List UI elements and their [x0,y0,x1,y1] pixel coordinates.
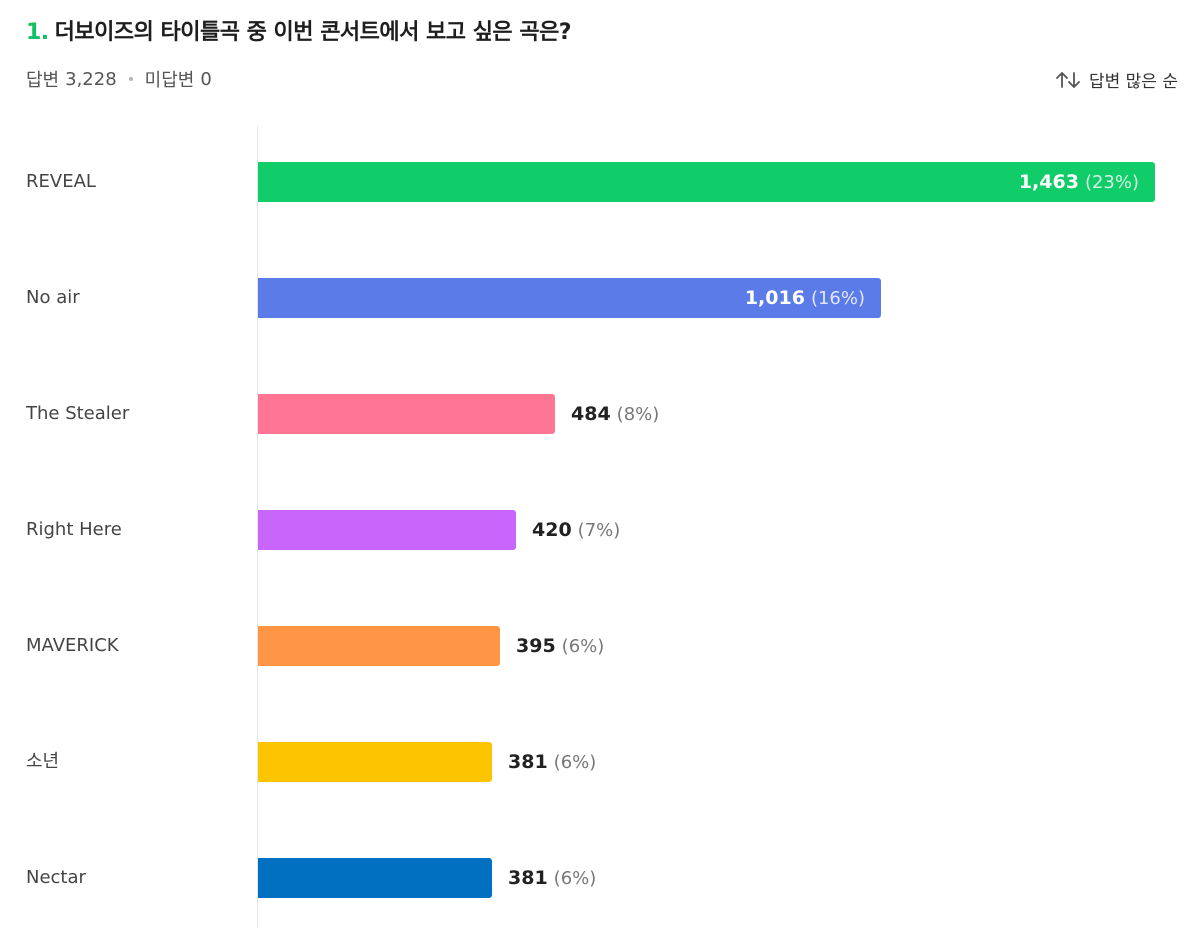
bar [258,742,492,782]
bar-value-label: 395 (6%) [516,626,604,666]
bar [258,626,500,666]
separator-dot [128,77,133,81]
bar-percent: (6%) [553,752,597,773]
bar-count: 484 [571,403,611,425]
bar-value-label: 1,016 (16%) [745,278,865,318]
response-summary: 답변 3,228 미답변 0 [26,66,212,92]
bar-row: Nectar 381 (6%) [0,858,1200,898]
bar-count: 395 [516,635,556,657]
bar-category-label: Right Here [26,519,122,540]
answered-count: 3,228 [65,68,117,90]
unanswered-count: 0 [200,68,212,90]
bar-value-label: 381 (6%) [508,858,596,898]
bar-value-label: 420 (7%) [532,510,620,550]
bar-percent: (7%) [577,520,621,541]
bar-category-label: MAVERICK [26,635,119,656]
bar-percent: (23%) [1084,172,1139,193]
chart-axis-line [257,126,258,928]
bar-category-label: The Stealer [26,403,130,424]
answered-label: 답변 [26,70,60,91]
bar [258,394,555,434]
bar [258,278,881,318]
bar-row: MAVERICK 395 (6%) [0,626,1200,666]
sort-button[interactable]: 답변 많은 순 [1055,67,1178,92]
bar-row: The Stealer 484 (8%) [0,394,1200,434]
bar-count: 381 [508,867,548,889]
bar-row: No air 1,016 (16%) [0,278,1200,318]
unanswered-label: 미답변 [144,70,195,91]
bar-percent: (6%) [561,636,605,657]
bar-row: REVEAL 1,463 (23%) [0,162,1200,202]
bar-value-label: 1,463 (23%) [1019,162,1139,202]
bar-percent: (6%) [553,868,597,889]
question-text: 더보이즈의 타이틀곡 중 이번 콘서트에서 보고 싶은 곡은? [54,20,572,45]
bar-count: 381 [508,751,548,773]
bar-value-label: 381 (6%) [508,742,596,782]
sort-label: 답변 많은 순 [1088,72,1178,92]
bar-category-label: No air [26,287,80,308]
bar-value-label: 484 (8%) [571,394,659,434]
bar-row: Right Here 420 (7%) [0,510,1200,550]
bar-count: 420 [532,519,572,541]
bar [258,162,1155,202]
sort-arrows-icon [1056,71,1080,88]
bar-count: 1,016 [744,287,805,309]
bar-row: 소년 381 (6%) [0,742,1200,782]
bar-percent: (8%) [616,404,660,425]
bar-count: 1,463 [1018,171,1079,193]
bar-category-label: Nectar [26,867,86,888]
bar [258,510,516,550]
question-title: 1. 더보이즈의 타이틀곡 중 이번 콘서트에서 보고 싶은 곡은? [26,14,572,46]
bar-category-label: 소년 [26,751,60,772]
bar [258,858,492,898]
bar-category-label: REVEAL [26,171,96,192]
bar-percent: (16%) [810,288,865,309]
question-number: 1. [26,20,49,45]
